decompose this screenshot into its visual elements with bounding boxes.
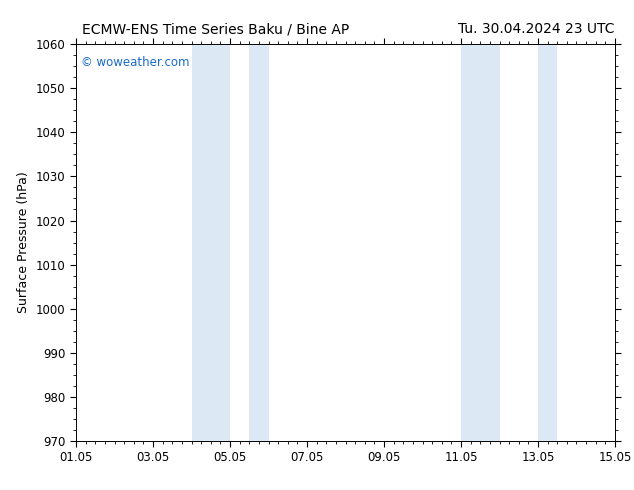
Text: © woweather.com: © woweather.com <box>81 56 190 69</box>
Bar <box>249 44 269 441</box>
Bar <box>191 44 230 441</box>
Bar <box>538 44 557 441</box>
Text: ECMW-ENS Time Series Baku / Bine AP: ECMW-ENS Time Series Baku / Bine AP <box>82 22 350 36</box>
Y-axis label: Surface Pressure (hPa): Surface Pressure (hPa) <box>17 172 30 314</box>
Bar <box>461 44 500 441</box>
Text: Tu. 30.04.2024 23 UTC: Tu. 30.04.2024 23 UTC <box>458 22 615 36</box>
Title: ECMW-ENS Time Series Baku / Bine AP     Tu. 30.04.2024 23 UTC: ECMW-ENS Time Series Baku / Bine AP Tu. … <box>0 489 1 490</box>
